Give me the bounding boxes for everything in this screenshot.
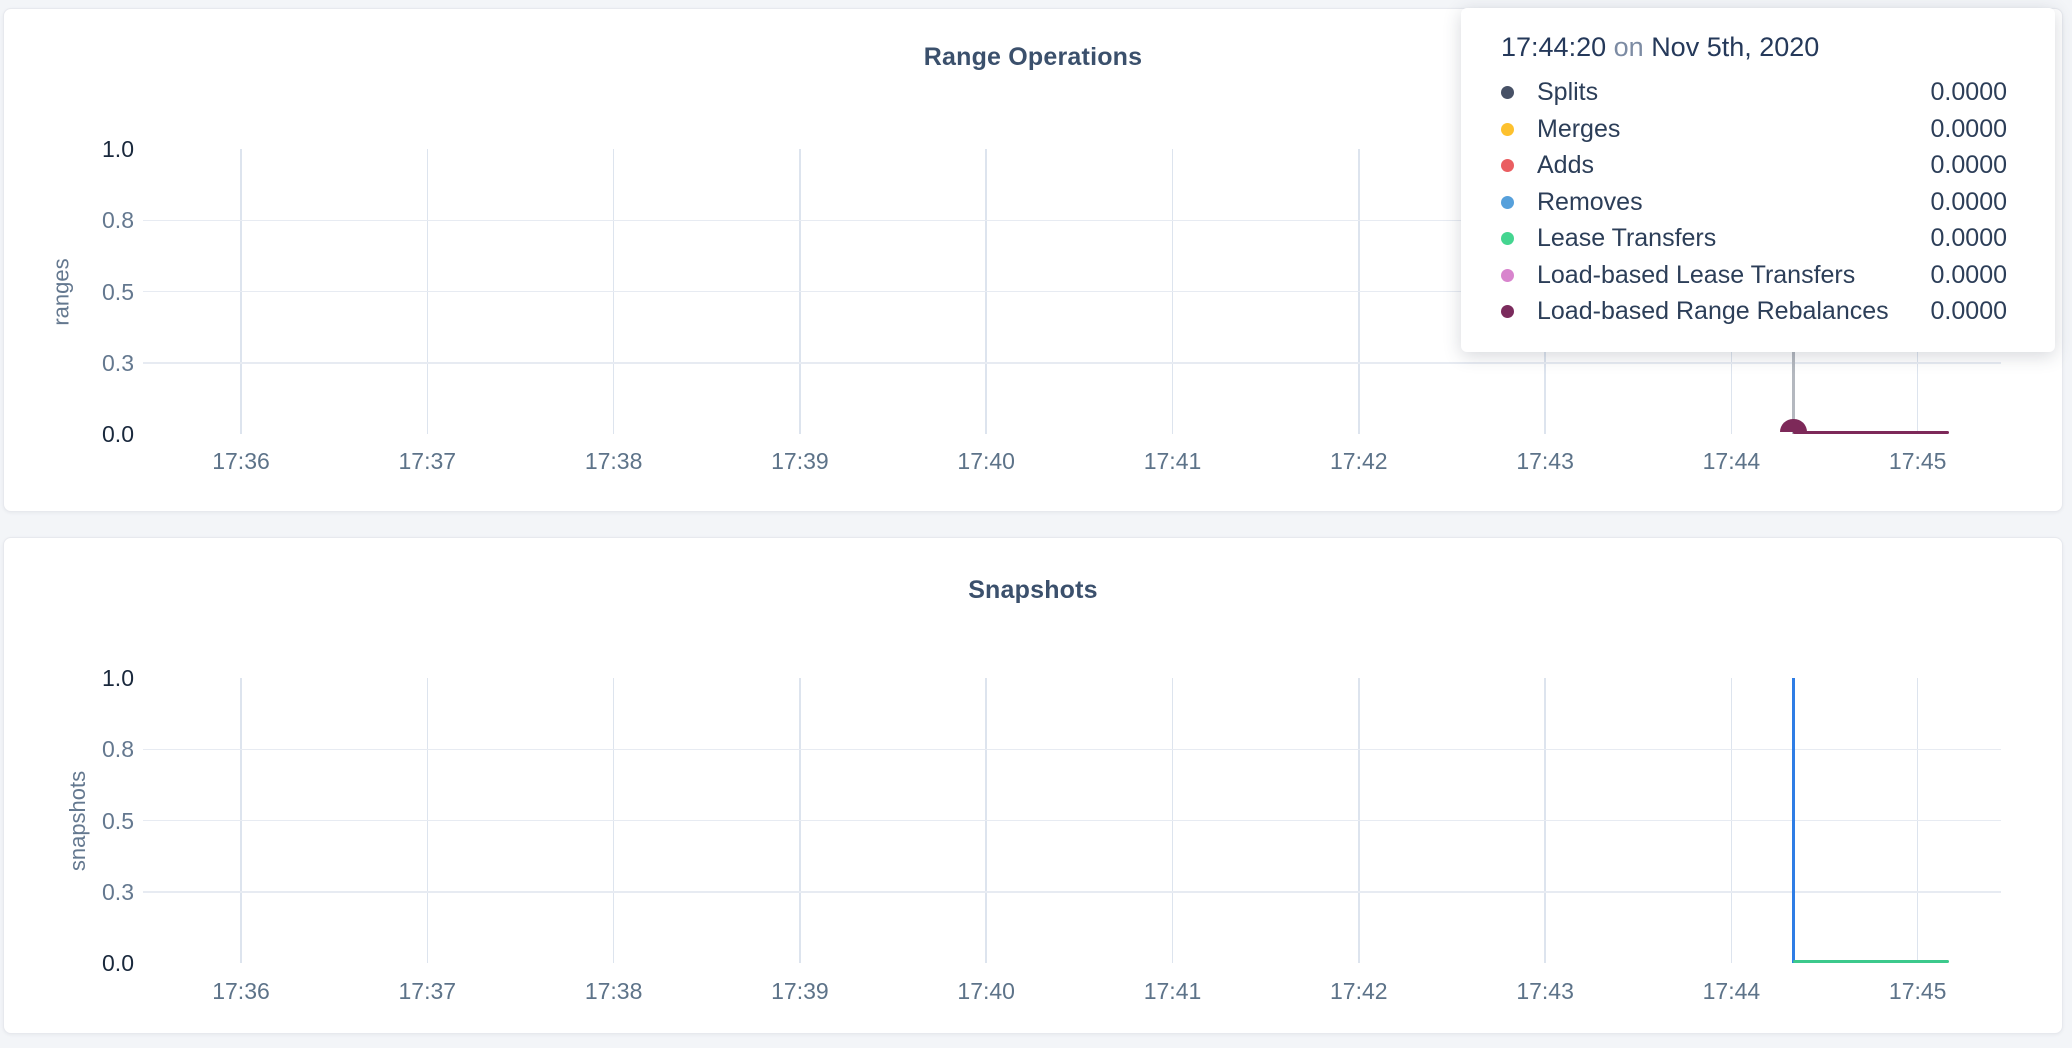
gridline-horizontal [143,819,2001,822]
chart-title: Snapshots [968,576,1098,604]
tooltip-series-row: Adds 0.0000 [1461,149,2055,186]
x-tick-label: 17:41 [1143,978,1202,1004]
tooltip-series-row: Load-based Range Rebalances 0.0000 [1461,295,2055,332]
y-tick-label: 0.5 [102,278,134,305]
tooltip-series-row: Load-based Lease Transfers 0.0000 [1461,259,2055,296]
series-value: 0.0000 [1930,114,2007,143]
y-tick-label: 0.3 [102,349,134,376]
x-tick-label: 17:45 [1888,448,1947,474]
plot-area[interactable] [143,678,2001,963]
series-color-dot-icon [1501,159,1514,172]
x-tick-label: 17:36 [212,978,270,1004]
series-value: 0.0000 [1930,78,2007,106]
y-tick-label: 0.8 [102,736,134,763]
x-tick-label: 17:45 [1888,978,1947,1004]
series-color-dot-icon [1501,232,1514,245]
y-tick-label: 1.0 [102,665,134,691]
x-tick-label: 17:38 [584,978,643,1004]
series-label: Lease Transfers [1537,224,1717,252]
x-tick-label: 17:39 [771,978,829,1004]
x-tick-label: 17:44 [1702,978,1761,1004]
x-tick-label: 17:43 [1516,448,1574,474]
y-tick-label: 0.8 [102,207,134,234]
tooltip-series-row: Splits 0.0000 [1461,76,2055,113]
y-tick-label: 0.3 [102,878,134,905]
tooltip-series-row: Merges 0.0000 [1461,113,2055,150]
x-tick-label: 17:36 [212,448,270,474]
series-value: 0.0000 [1930,260,2007,289]
x-tick-label: 17:37 [398,448,457,474]
gridline-horizontal [143,362,2001,364]
tooltip-timestamp: 17:44:20 on Nov 5th, 2020 [1501,32,1819,63]
chart-title: Range Operations [923,43,1143,71]
x-tick-label: 17:37 [398,978,457,1004]
series-line [1793,430,1950,434]
x-tick-label: 17:41 [1143,448,1202,474]
series-value: 0.0000 [1930,187,2007,216]
x-tick-label: 17:42 [1330,978,1388,1004]
x-tick-label: 17:42 [1330,448,1388,474]
x-tick-label: 17:40 [957,448,1015,474]
hover-tooltip: 17:44:20 on Nov 5th, 2020 Splits 0.0000 Me… [1461,8,2055,352]
tooltip-series-row: Removes 0.0000 [1461,186,2055,223]
x-tick-label: 17:40 [957,978,1015,1004]
snapshots-panel: Snapshots snapshots 17:36 17:37 17:38 17:39… [3,537,2063,1034]
tooltip-series-row: Lease Transfers 0.0000 [1461,222,2055,259]
series-label: Load-based Lease Transfers [1537,260,1856,289]
x-tick-label: 17:44 [1702,448,1761,474]
x-tick-label: 17:39 [771,448,829,474]
series-color-dot-icon [1501,305,1514,318]
gridline-horizontal [143,219,2001,221]
series-line [1793,960,1950,963]
y-tick-label: 0.0 [102,950,134,976]
series-value: 0.0000 [1930,151,2007,179]
series-label: Splits [1537,78,1599,106]
series-color-dot-icon [1501,86,1514,99]
series-value: 0.0000 [1930,224,2007,252]
hover-point-dot [1779,418,1807,432]
gridline-horizontal [143,748,2001,750]
gridline-horizontal [143,891,2001,893]
series-color-dot-icon [1501,122,1514,136]
tooltip-date: Nov 5th, 2020 [1651,32,1820,62]
series-value: 0.0000 [1930,297,2007,325]
y-tick-label: 1.0 [102,136,134,162]
series-label: Adds [1537,151,1594,179]
series-label: Load-based Range Rebalances [1537,297,1889,325]
x-tick-label: 17:38 [584,448,643,474]
series-spike-line [1791,678,1796,963]
y-tick-label: 0.0 [102,421,134,447]
x-tick-label: 17:43 [1516,978,1574,1004]
tooltip-on-word: on [1613,32,1644,62]
gridline-horizontal [143,290,2001,293]
series-label: Removes [1537,187,1643,216]
series-color-dot-icon [1501,195,1514,209]
series-label: Merges [1537,114,1621,143]
series-color-dot-icon [1501,268,1514,282]
y-tick-label: 0.5 [102,807,134,834]
tooltip-time: 17:44:20 [1501,32,1607,62]
